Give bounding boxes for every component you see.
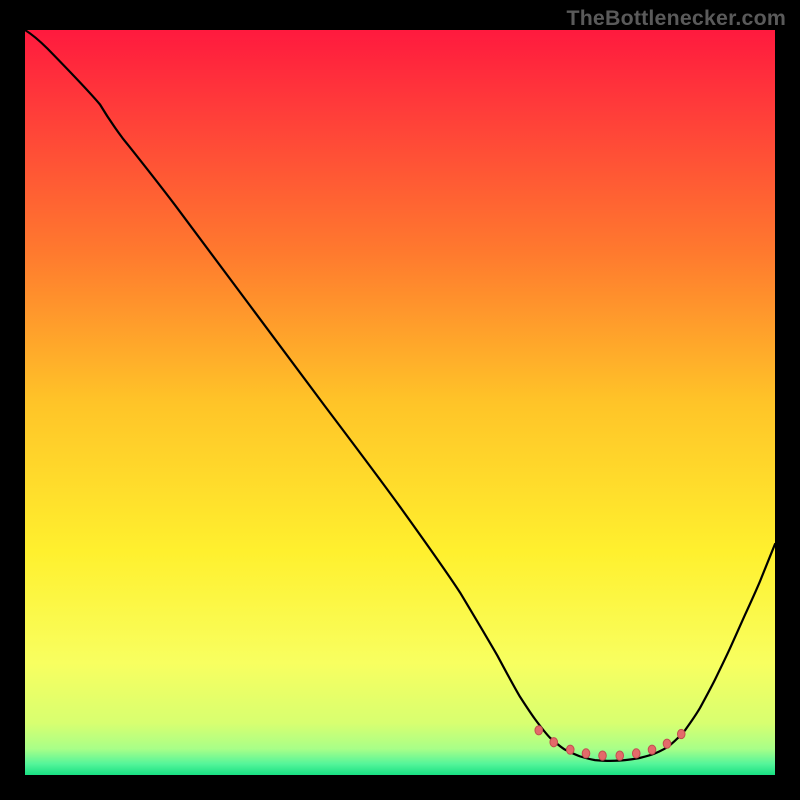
marker-point [632, 749, 640, 758]
bottleneck-chart [0, 0, 800, 800]
marker-point [550, 738, 558, 747]
marker-point [566, 745, 574, 754]
marker-point [663, 739, 671, 748]
chart-root: TheBottlenecker.com [0, 0, 800, 800]
marker-point [648, 745, 656, 754]
marker-point [677, 729, 685, 738]
marker-point [616, 751, 624, 760]
marker-point [535, 726, 543, 735]
marker-point [582, 749, 590, 758]
watermark-text: TheBottlenecker.com [566, 6, 786, 31]
marker-point [599, 751, 607, 760]
plot-gradient-background [25, 30, 775, 775]
